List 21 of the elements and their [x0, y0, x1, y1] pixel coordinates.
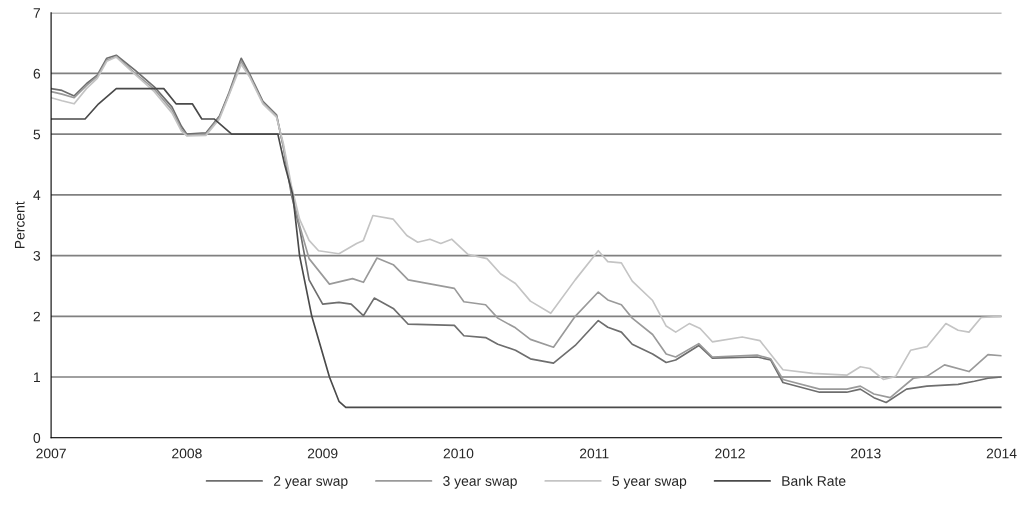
y-tick-label: 5: [33, 129, 41, 140]
legend-label: 2 year swap: [273, 476, 348, 489]
x-tick-label: 2013: [851, 448, 881, 459]
legend-label: Bank Rate: [782, 475, 846, 486]
y-tick-label: 4: [33, 190, 41, 200]
x-tick-label: 2009: [307, 448, 338, 459]
x-tick-label: 2008: [172, 448, 202, 459]
x-tick-label: 2010: [443, 448, 474, 459]
legend-label: 5 year swap: [612, 476, 687, 489]
y-tick-label: 0: [33, 433, 41, 443]
y-tick-label: 7: [33, 8, 40, 18]
y-tick-label: 6: [33, 68, 41, 79]
y-tick-label: 1: [34, 372, 41, 383]
y-axis-title: Percent: [14, 201, 25, 249]
y-tick-label: 2: [33, 311, 40, 322]
y-tick-label: 3: [33, 250, 41, 261]
x-tick-label: 2007: [36, 448, 66, 459]
legend-label: 3 year swap: [443, 476, 517, 489]
x-tick-label: 2011: [579, 448, 609, 459]
x-tick-label: 2014: [986, 448, 1017, 459]
x-tick-label: 2012: [715, 448, 745, 459]
